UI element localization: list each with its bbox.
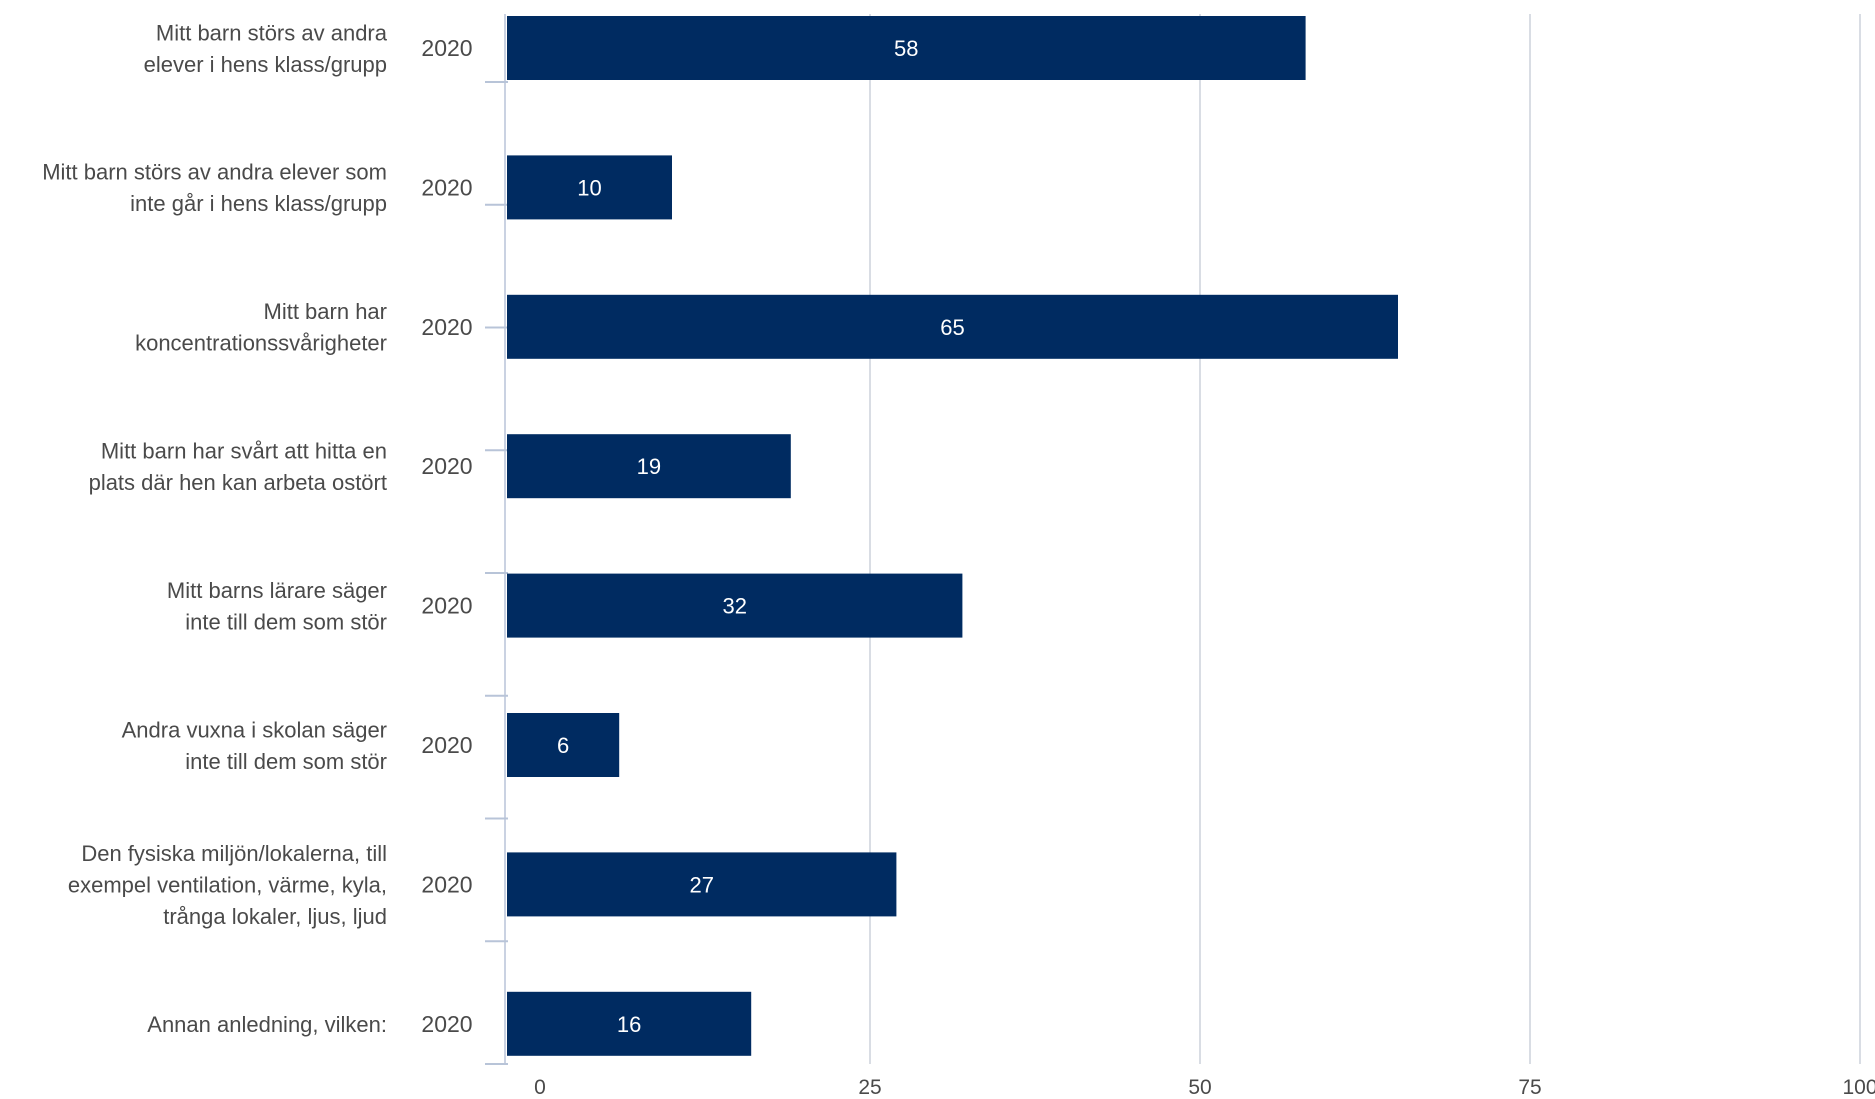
category-label-line: Andra vuxna i skolan säger [122, 717, 387, 742]
x-tick-label: 25 [858, 1076, 881, 1099]
series-label: 2020 [421, 732, 472, 758]
series-label: 2020 [421, 35, 472, 61]
category-label: Mitt barn störs av andra elever i hens kl… [144, 20, 388, 77]
x-tick-label: 75 [1518, 1076, 1541, 1099]
bar-value-label: 32 [722, 594, 746, 619]
category-label-line: inte till dem som stör [185, 609, 387, 634]
x-tick-label: 50 [1188, 1076, 1211, 1099]
category-label: Mitt barn har koncentrationssvårigheter [135, 299, 387, 356]
category-label-line: Annan anledning, vilken: [147, 1012, 387, 1037]
category-label-line: exempel ventilation, värme, kyla, [68, 872, 387, 897]
series-label: 2020 [421, 1011, 472, 1037]
category-label-line: inte går i hens klass/grupp [130, 191, 387, 216]
x-axis-tick-labels: 0 25 50 75 100 [534, 1076, 1875, 1099]
category-axis [485, 14, 508, 1064]
bar-value-label: 27 [689, 872, 713, 897]
category-label-line: Mitt barn störs av andra [156, 20, 388, 45]
bar-value-label: 6 [557, 733, 569, 758]
x-tick-label: 100 [1842, 1076, 1875, 1099]
category-label-line: trånga lokaler, ljus, ljud [163, 904, 387, 929]
category-label-line: Mitt barn störs av andra elever som [42, 160, 387, 185]
category-label: Mitt barn störs av andra elever som inte … [42, 160, 387, 217]
bar-value-label: 16 [617, 1012, 641, 1037]
x-tick-label: 0 [534, 1076, 546, 1099]
series-label: 2020 [421, 314, 472, 340]
series-label: 2020 [421, 871, 472, 897]
bar-value-label: 19 [637, 454, 661, 479]
category-label: Andra vuxna i skolan säger inte till dem … [122, 717, 387, 774]
category-label: Den fysiska miljön/lokalerna, till exempe… [68, 841, 387, 929]
category-label-line: elever i hens klass/grupp [144, 52, 387, 77]
category-labels: 2020 Mitt barn störs av andra elever i hen… [42, 20, 472, 1037]
category-label-line: inte till dem som stör [185, 749, 387, 774]
series-label: 2020 [421, 593, 472, 619]
category-label-line: koncentrationssvårigheter [135, 331, 387, 356]
gridlines [870, 14, 1860, 1064]
category-label: Mitt barns lärare säger inte till dem som… [167, 578, 387, 635]
series-label: 2020 [421, 453, 472, 479]
series-label: 2020 [421, 174, 472, 200]
category-label-line: plats där hen kan arbeta ostört [89, 470, 387, 495]
bar-value-label: 58 [894, 36, 918, 61]
category-label: Mitt barn har svårt att hitta en plats dä… [89, 438, 387, 495]
bar-value-label: 65 [940, 315, 964, 340]
category-label-line: Den fysiska miljön/lokalerna, till [81, 841, 387, 866]
category-label-line: Mitt barn har svårt att hitta en [101, 438, 387, 463]
category-label-line: Mitt barn har [264, 299, 388, 324]
category-label-line: Mitt barns lärare säger [167, 578, 387, 603]
bar-value-label: 10 [577, 175, 601, 200]
category-label: Annan anledning, vilken: [147, 1012, 387, 1037]
bars: 58 10 65 19 32 6 27 16 [507, 16, 1398, 1056]
